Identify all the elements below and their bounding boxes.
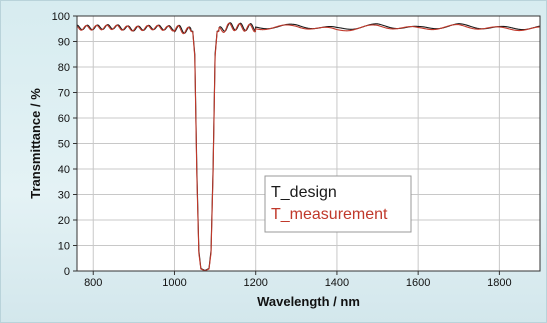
x-tick-label: 1800 [487,277,511,289]
y-tick-label: 90 [58,37,70,49]
x-tick-label: 1400 [325,277,349,289]
x-tick-label: 800 [84,277,102,289]
legend-entry-t-design: T_design [271,184,337,201]
y-tick-label: 80 [58,62,70,74]
x-tick-label: 1200 [243,277,267,289]
x-tick-label: 1000 [162,277,186,289]
x-axis-label: Wavelength / nm [257,294,360,309]
legend-box [264,175,412,233]
legend: T_design T_measurement [264,175,412,233]
legend-entry-t-measurement: T_measurement [271,206,388,223]
y-tick-label: 0 [64,266,70,278]
y-tick-label: 100 [52,11,70,23]
y-tick-label: 60 [58,113,70,125]
y-tick-label: 20 [58,215,70,227]
x-tick-label: 1600 [406,277,430,289]
y-axis-label: Transmittance / % [28,88,43,199]
y-tick-label: 40 [58,164,70,176]
series-line-t-measurement [76,22,541,272]
y-tick-label: 50 [58,139,70,151]
y-tick-label: 10 [58,241,70,253]
y-tick-label: 30 [58,190,70,202]
y-tick-label: 70 [58,88,70,100]
